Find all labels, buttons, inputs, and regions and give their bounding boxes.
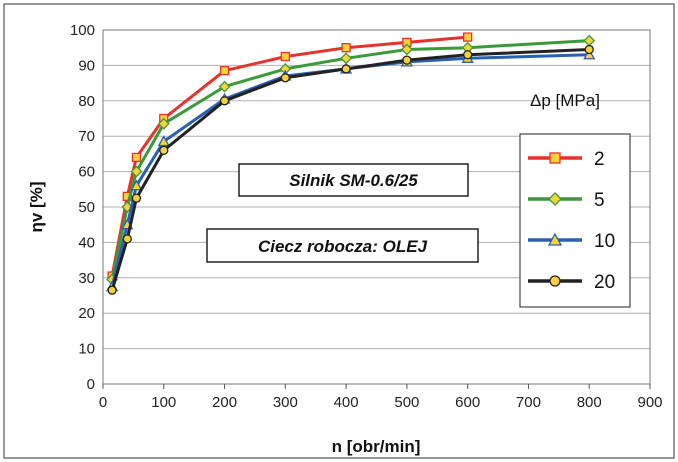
data-point-20 xyxy=(159,145,169,156)
data-point-2 xyxy=(341,43,351,53)
data-point-20 xyxy=(402,55,412,65)
data-point-2 xyxy=(463,32,473,42)
annotation-engine: Silnik SM-0.6/25 xyxy=(238,163,469,197)
y-tick-label: 0 xyxy=(87,376,95,393)
data-point-2 xyxy=(280,51,290,62)
y-tick-label: 50 xyxy=(78,199,95,216)
legend-swatch-marker xyxy=(549,275,561,287)
data-point-10 xyxy=(583,48,596,60)
legend-swatch-marker xyxy=(548,192,562,206)
x-tick-label: 500 xyxy=(394,394,419,411)
y-tick-label: 20 xyxy=(78,305,95,322)
data-point-10 xyxy=(130,179,143,191)
chart-frame xyxy=(3,3,675,459)
legend-swatch-marker xyxy=(547,232,563,246)
data-point-5 xyxy=(130,165,143,178)
data-point-2 xyxy=(219,66,230,76)
legend-box xyxy=(519,133,631,308)
y-tick-label: 90 xyxy=(78,57,95,74)
legend-label: 20 xyxy=(594,272,615,293)
y-tick-label: 100 xyxy=(70,22,95,39)
data-point-20 xyxy=(280,73,290,83)
annotation-fluid: Ciecz robocza: OLEJ xyxy=(206,228,479,263)
y-axis-title: ηv [%] xyxy=(27,182,46,233)
x-tick-label: 600 xyxy=(455,394,480,411)
x-tick-label: 100 xyxy=(151,394,176,411)
y-tick-label: 30 xyxy=(78,270,95,287)
annotation-fluid-box xyxy=(206,228,479,263)
series-line-20 xyxy=(110,48,590,291)
legend: 2 5 10 20 xyxy=(528,149,615,293)
y-tick-label: 70 xyxy=(78,128,95,145)
series-lines xyxy=(106,32,596,295)
x-tick-label: 200 xyxy=(212,394,237,411)
y-tick-label: 10 xyxy=(78,341,95,358)
legend-entry-20: 20 xyxy=(528,272,615,293)
legend-swatch-marker xyxy=(549,152,561,164)
data-point-20 xyxy=(122,234,132,244)
legend-entry-10: 10 xyxy=(528,231,615,252)
data-point-20 xyxy=(584,44,594,55)
legend-label: 2 xyxy=(594,149,605,170)
legend-title: Δp [MPa] xyxy=(530,91,600,110)
annotation-engine-text: Silnik SM-0.6/25 xyxy=(289,171,418,190)
y-tick-label: 80 xyxy=(78,93,95,110)
data-point-10 xyxy=(157,135,170,147)
y-tick-label: 60 xyxy=(78,164,95,181)
data-point-20 xyxy=(341,64,351,74)
legend-label: 10 xyxy=(594,231,615,252)
x-axis-title: n [obr/min] xyxy=(332,437,421,456)
legend-entry-2: 2 xyxy=(528,149,605,170)
y-tick-label: 40 xyxy=(78,234,95,251)
x-tick-label: 300 xyxy=(273,394,298,411)
series-20 xyxy=(107,44,594,295)
annotation-engine-box xyxy=(238,163,469,197)
data-point-5 xyxy=(157,117,170,130)
data-point-2 xyxy=(131,152,142,163)
x-tick-label: 0 xyxy=(99,394,107,411)
data-point-20 xyxy=(219,96,230,106)
x-tick-label: 900 xyxy=(637,394,662,411)
data-point-5 xyxy=(218,80,231,93)
data-point-20 xyxy=(107,285,117,295)
legend-entry-5: 5 xyxy=(528,190,605,211)
x-tick-labels: 0 100 200 300 400 500 600 700 800 900 xyxy=(99,384,663,411)
data-point-20 xyxy=(463,50,473,60)
plot-area-border xyxy=(102,29,651,385)
annotation-fluid-text: Ciecz robocza: OLEJ xyxy=(258,237,428,256)
y-tick-labels: 0 10 20 30 40 50 60 70 80 90 100 xyxy=(70,22,95,393)
x-tick-label: 800 xyxy=(577,394,602,411)
x-tick-label: 400 xyxy=(334,394,359,411)
legend-label: 5 xyxy=(594,190,605,211)
series-line-10 xyxy=(110,53,590,287)
x-tick-label: 700 xyxy=(516,394,541,411)
data-point-5 xyxy=(400,43,413,56)
data-point-20 xyxy=(131,193,142,203)
